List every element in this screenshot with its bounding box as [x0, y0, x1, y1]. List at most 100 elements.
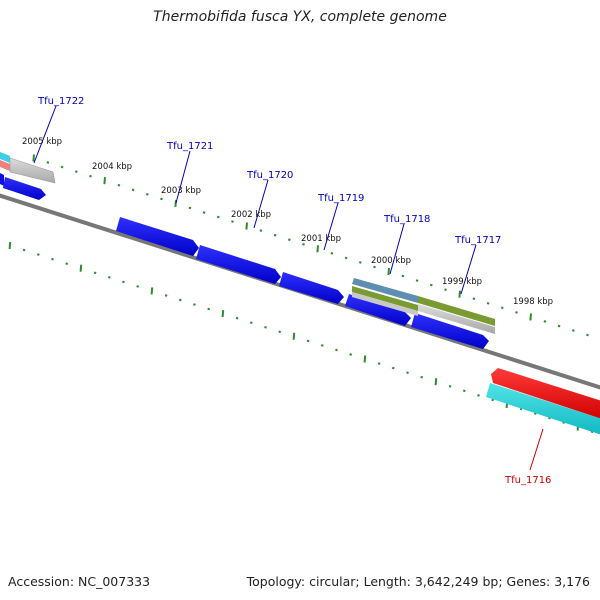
minor-tick — [164, 294, 168, 297]
rna-teal-feature[interactable] — [486, 383, 600, 436]
scale-label-1998: 1998 kbp — [513, 297, 553, 307]
pink-feature[interactable] — [0, 160, 10, 171]
major-tick — [103, 177, 106, 185]
minor-tick — [36, 253, 40, 256]
minor-tick — [500, 306, 504, 310]
gene-label-tfu1718[interactable]: Tfu_1718 — [383, 214, 430, 225]
scale-label-2004: 2004 kbp — [92, 162, 132, 172]
minor-tick — [391, 366, 395, 370]
minor-tick — [306, 339, 310, 343]
minor-tick — [231, 220, 234, 223]
scale-label-2002: 2002 kbp — [231, 210, 271, 220]
major-tick — [79, 264, 83, 272]
major-tick — [32, 154, 35, 162]
minor-tick — [249, 321, 253, 325]
minor-tick — [207, 307, 211, 311]
minor-tick — [51, 257, 54, 261]
feature-track — [0, 152, 600, 436]
scale-label-2000: 2000 kbp — [371, 256, 411, 266]
gene-label-tfu1717[interactable]: Tfu_1717 — [454, 235, 501, 246]
minor-tick — [349, 353, 353, 356]
major-tick — [458, 290, 461, 298]
minor-tick — [406, 371, 409, 375]
minor-tick — [472, 297, 476, 301]
minor-tick — [444, 288, 447, 292]
minor-tick — [287, 238, 291, 242]
minor-tick — [136, 285, 140, 288]
gray-feature-2[interactable] — [352, 292, 418, 316]
minor-tick — [373, 265, 376, 269]
ruler-ticks — [8, 154, 594, 434]
minor-tick — [259, 229, 263, 232]
major-tick — [150, 287, 154, 295]
gene-label-tfu1722[interactable]: Tfu_1722 — [37, 96, 84, 107]
minor-tick — [571, 329, 575, 332]
minor-tick — [89, 174, 92, 178]
minor-tick — [330, 251, 334, 255]
minor-tick — [74, 170, 78, 173]
gray-feature[interactable] — [9, 157, 56, 184]
cds-tfu1719[interactable] — [279, 272, 344, 304]
scale-label-2003: 2003 kbp — [161, 186, 201, 196]
minor-tick — [93, 271, 97, 275]
minor-tick — [264, 325, 267, 329]
minor-tick — [193, 303, 196, 306]
minor-tick — [278, 330, 282, 334]
scale-label-2005: 2005 kbp — [22, 137, 62, 147]
minor-tick — [65, 262, 69, 266]
major-tick — [174, 199, 177, 207]
major-tick — [316, 245, 319, 253]
minor-tick — [515, 311, 518, 314]
olive-feature[interactable] — [352, 286, 418, 311]
minor-tick — [448, 384, 452, 388]
minor-tick — [401, 274, 405, 278]
gene-label-tfu1720[interactable]: Tfu_1720 — [246, 170, 293, 181]
major-tick — [292, 332, 296, 340]
cds-tfu1716[interactable] — [491, 368, 600, 420]
minor-tick — [586, 333, 589, 337]
minor-tick — [188, 206, 192, 210]
minor-tick — [216, 215, 220, 219]
scale-label-1999: 1999 kbp — [442, 277, 482, 287]
major-tick — [529, 313, 532, 321]
cds-tfu1722[interactable] — [3, 177, 46, 200]
minor-tick — [22, 248, 26, 252]
cds-tfu1718[interactable] — [345, 294, 411, 326]
gene-label-tfu1716[interactable]: Tfu_1716 — [504, 475, 551, 486]
minor-tick — [320, 344, 324, 347]
minor-tick — [235, 316, 239, 320]
minor-tick — [302, 242, 305, 246]
gray-feature-3[interactable] — [418, 304, 495, 334]
major-tick — [434, 378, 438, 386]
cyan-feature[interactable] — [0, 152, 10, 163]
cds-tfu1720[interactable] — [196, 245, 281, 284]
gene-label-tfu1719[interactable]: Tfu_1719 — [317, 193, 364, 204]
minor-tick — [131, 188, 135, 192]
minor-tick — [358, 261, 362, 264]
minor-tick — [202, 211, 206, 214]
major-tick — [387, 267, 390, 276]
minor-tick — [273, 233, 277, 237]
minor-tick — [107, 275, 111, 279]
minor-tick — [60, 165, 64, 169]
major-tick — [245, 222, 248, 230]
minor-tick — [415, 279, 419, 282]
minor-tick — [344, 256, 348, 260]
minor-tick — [543, 320, 547, 323]
gene-label-tfu1721[interactable]: Tfu_1721 — [166, 141, 213, 152]
minor-tick — [477, 394, 480, 397]
minor-tick — [145, 192, 149, 196]
olive-feature-2[interactable] — [418, 296, 495, 326]
minor-tick — [557, 324, 561, 328]
steel-feature[interactable] — [352, 278, 418, 303]
minor-tick — [335, 348, 338, 352]
minor-tick — [429, 283, 433, 287]
label-pointers — [33, 105, 544, 471]
minor-tick — [178, 298, 182, 302]
accession-label: Accession: NC_007333 — [8, 574, 151, 589]
minor-tick — [160, 197, 163, 201]
minor-tick — [486, 301, 490, 305]
cds-tfu1721[interactable] — [116, 217, 199, 256]
cds-tfu1717[interactable] — [411, 313, 489, 349]
cds-edge[interactable] — [0, 173, 4, 186]
